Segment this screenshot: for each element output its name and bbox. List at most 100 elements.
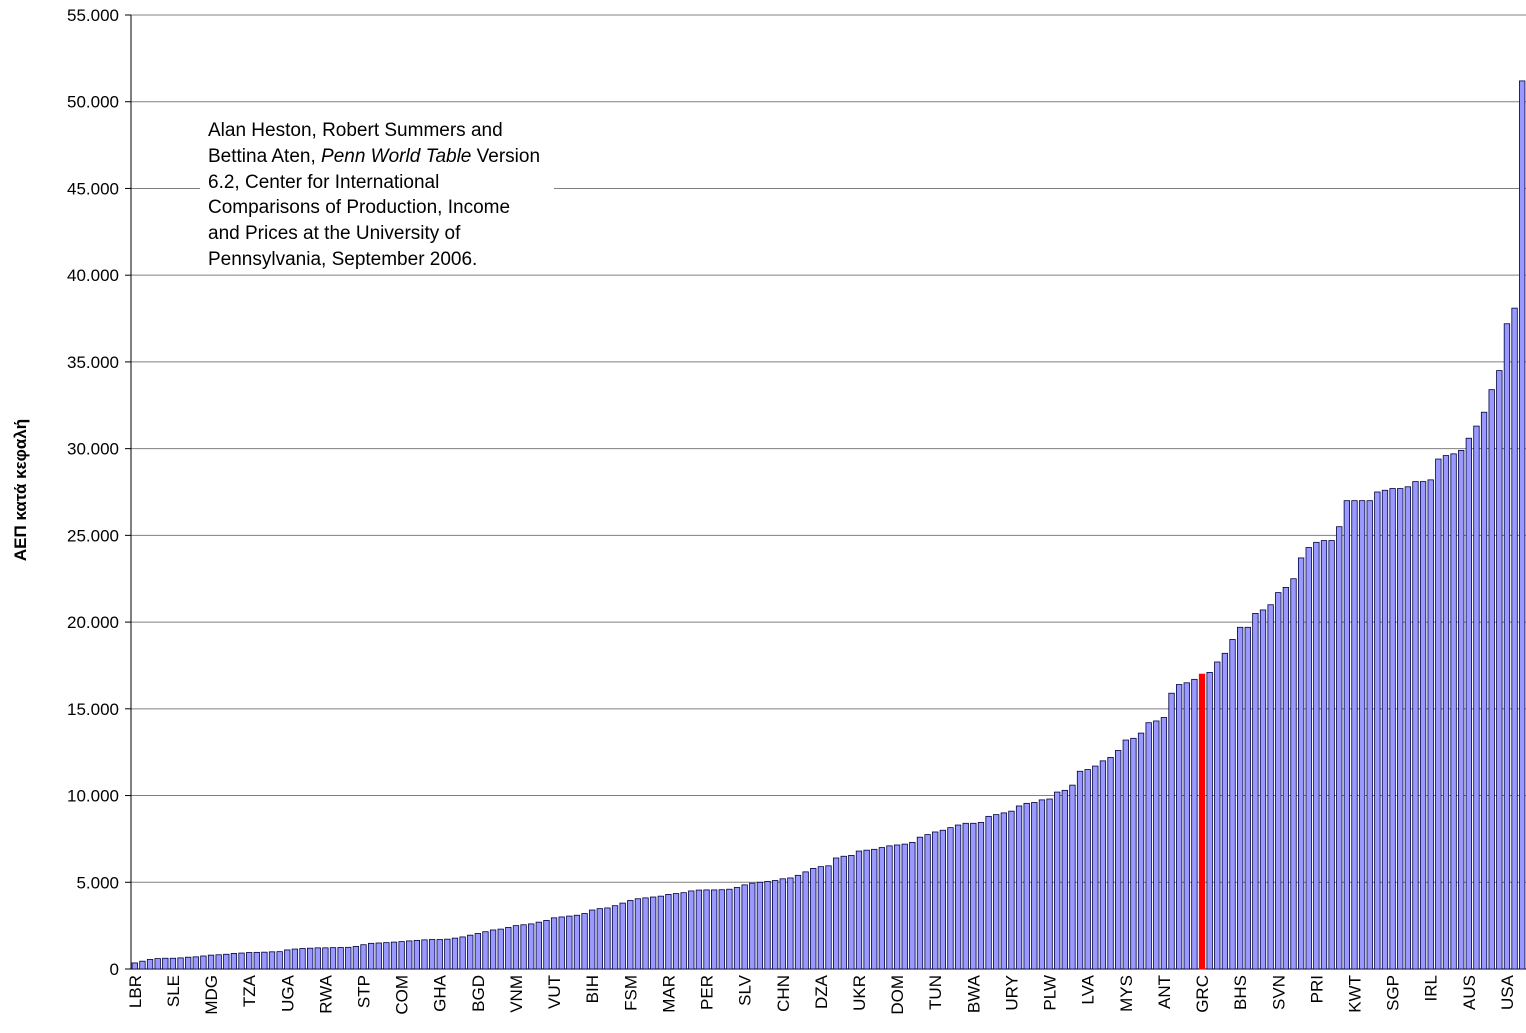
x-tick-label: CHN [774,975,793,1012]
bar [436,939,443,970]
bar [200,955,207,970]
x-tick-label: SVN [1269,975,1288,1010]
x-tick-label: LBR [126,975,145,1008]
annotation-part: Alan Heston, Robert Summers and Bettina … [208,120,508,167]
x-tick-label: DOM [888,975,907,1015]
x-tick-label: DZA [812,974,831,1009]
bar [726,888,733,970]
bar [764,881,771,970]
x-tick-label: MDG [202,975,221,1015]
bar [1305,547,1312,970]
bar [1038,799,1046,970]
bar [246,952,253,970]
x-tick-label: FSM [621,975,640,1011]
bar [1015,805,1023,970]
bar [1206,671,1213,970]
bar [1076,770,1084,970]
x-tick-label: STP [355,975,374,1008]
bar [413,939,421,970]
y-tick-label: 45.000 [67,179,119,198]
y-tick-label: 30.000 [67,440,119,459]
bar [1069,784,1076,970]
bar [581,913,588,970]
bar [261,951,268,970]
bar [428,939,436,970]
bar [832,857,840,970]
bar [185,956,192,970]
bar [977,822,985,970]
bar [871,848,878,970]
bar [817,866,825,970]
bar [703,889,710,970]
bar [192,956,199,970]
bar [177,957,184,970]
x-tick-label: TUN [926,975,945,1010]
bar [848,854,855,970]
y-axis-label: ΑΕΠ κατά κεφαλή [11,419,30,561]
bar [1252,613,1259,970]
y-tick-label: 5.000 [76,873,119,892]
bar [1404,486,1411,970]
bar [802,871,809,970]
bar [512,925,520,970]
bar [1343,500,1351,970]
bar [1137,732,1145,970]
bar [1313,541,1320,970]
bar [1458,449,1465,970]
bar [589,909,596,970]
bar [520,924,527,970]
bar [680,892,687,970]
bar [901,843,908,970]
x-tick-label: GHA [431,974,450,1012]
bar [1381,489,1389,970]
bar [459,936,466,970]
bar [863,849,870,970]
bar [611,905,619,970]
bar [634,898,642,970]
bar [1023,802,1030,970]
x-tick-label: SGP [1384,975,1403,1011]
bar [1236,626,1244,970]
bar [1320,540,1328,970]
bar [573,914,581,970]
y-tick-label: 10.000 [67,787,119,806]
bar [756,881,764,970]
bar [787,877,794,970]
bar [1275,592,1282,970]
bar [1442,455,1450,970]
bar [970,822,977,970]
bar [1160,717,1168,970]
bar [1290,578,1297,970]
bar [390,941,398,970]
bar [1419,481,1427,970]
bar [207,954,215,970]
bar [962,822,969,970]
bar [1145,722,1152,970]
bar [718,889,725,970]
bar [528,923,535,970]
bar [825,865,832,970]
bar [733,887,741,970]
y-tick-label: 15.000 [67,700,119,719]
x-tick-label: KWT [1345,975,1364,1013]
x-tick-label: PRI [1307,975,1326,1003]
x-tick-label: PLW [1041,975,1060,1011]
bar [1092,765,1099,970]
bar [1099,760,1107,970]
bar [1473,425,1480,970]
bar [1084,769,1091,970]
bar [1366,500,1373,970]
bar [352,946,360,970]
y-tick-label: 55.000 [67,6,119,25]
annotation-part: Version 6.2, Center for International Co… [208,145,546,270]
bar [238,952,245,970]
x-tick-label: PER [698,975,717,1010]
y-tick-label: 20.000 [67,613,119,632]
x-tick-label: TZA [240,974,259,1007]
bar [482,931,489,970]
x-tick-label: GRC [1193,975,1212,1013]
x-tick-label: COM [393,975,412,1015]
bar [947,827,954,970]
